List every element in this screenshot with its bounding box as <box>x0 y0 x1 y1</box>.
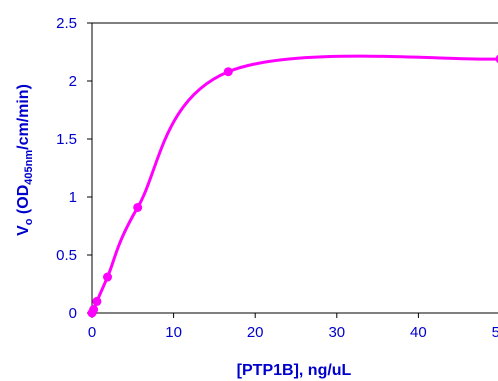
plot-frame <box>91 22 498 314</box>
y-axis-title-sub: 405nm <box>23 150 35 185</box>
y-tick-label: 0.5 <box>56 247 77 264</box>
y-axis-title-suffix: /cm/min) <box>15 84 32 150</box>
x-axis: 0 10 20 30 40 50 <box>88 313 498 341</box>
data-point <box>89 305 99 315</box>
y-axis-title-prefix: V <box>15 225 32 236</box>
y-tick-label: 1 <box>69 189 77 206</box>
y-axis-title-prefix-sub: o <box>23 218 35 225</box>
data-point <box>103 272 113 282</box>
y-tick-label: 2.5 <box>56 15 77 32</box>
series-line <box>90 54 498 314</box>
x-tick-label: 20 <box>247 324 264 341</box>
data-point <box>223 67 233 77</box>
y-tick-label: 2 <box>69 73 77 90</box>
y-tick-label: 1.5 <box>56 131 77 148</box>
x-tick-label: 0 <box>88 324 96 341</box>
y-axis-title: Vo (OD405nm/cm/min) <box>15 84 35 236</box>
y-axis: 0 0.5 1 1.5 2 2.5 <box>56 15 92 322</box>
x-tick-label: 30 <box>328 324 345 341</box>
y-tick-label: 0 <box>69 305 77 322</box>
y-axis-title-main: (OD <box>15 185 32 219</box>
data-point <box>133 202 143 212</box>
series-layer <box>87 54 498 318</box>
data-point <box>495 54 498 63</box>
x-tick-label: 40 <box>410 324 427 341</box>
x-tick-label: 10 <box>165 324 182 341</box>
data-point <box>92 296 102 306</box>
x-tick-label: 50 <box>492 324 498 341</box>
x-axis-title: [PTP1B], ng/uL <box>237 362 352 379</box>
